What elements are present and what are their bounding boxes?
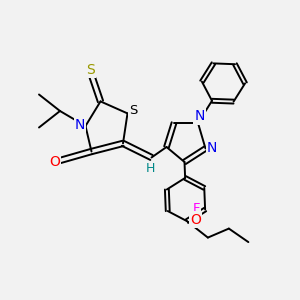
Text: O: O bbox=[190, 213, 201, 226]
Text: N: N bbox=[75, 118, 85, 132]
Text: F: F bbox=[192, 202, 200, 214]
Text: S: S bbox=[86, 63, 95, 76]
Text: S: S bbox=[129, 104, 137, 118]
Text: O: O bbox=[49, 155, 60, 169]
Text: N: N bbox=[194, 110, 205, 123]
Text: H: H bbox=[145, 161, 155, 175]
Text: N: N bbox=[207, 141, 217, 155]
